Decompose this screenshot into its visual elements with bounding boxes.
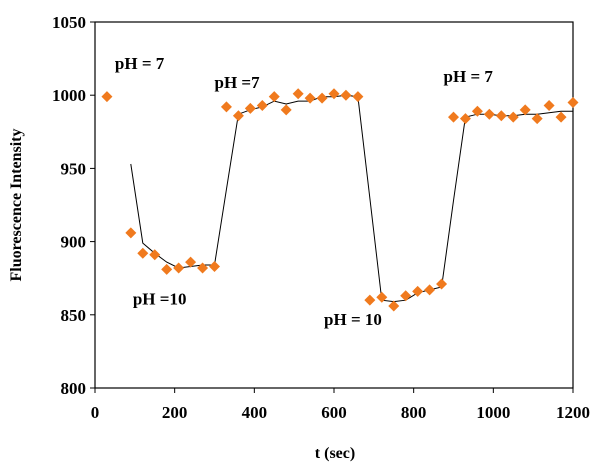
data-point bbox=[173, 262, 185, 274]
data-point bbox=[567, 97, 579, 109]
x-tick-label: 200 bbox=[162, 403, 188, 422]
data-point bbox=[316, 92, 328, 104]
data-point bbox=[471, 105, 483, 117]
data-point bbox=[125, 227, 137, 239]
data-point bbox=[531, 113, 543, 125]
data-point bbox=[197, 262, 209, 274]
data-point bbox=[149, 249, 161, 261]
ph-label: pH =7 bbox=[215, 73, 261, 92]
y-tick-label: 850 bbox=[61, 306, 87, 325]
data-point bbox=[352, 91, 364, 103]
data-point bbox=[268, 91, 280, 103]
data-point bbox=[101, 91, 113, 103]
data-point bbox=[292, 88, 304, 100]
x-tick-label: 400 bbox=[242, 403, 268, 422]
data-point bbox=[483, 108, 495, 120]
data-point bbox=[400, 290, 412, 302]
data-point bbox=[244, 102, 256, 114]
data-point bbox=[256, 99, 268, 111]
trend-line bbox=[130, 94, 573, 303]
y-tick-label: 1000 bbox=[52, 86, 86, 105]
data-point bbox=[220, 101, 232, 113]
data-point bbox=[459, 113, 471, 125]
data-point bbox=[185, 256, 197, 268]
ph-label: pH = 10 bbox=[324, 310, 382, 329]
x-axis-label: t (sec) bbox=[315, 445, 355, 462]
data-points bbox=[101, 88, 579, 312]
fitted-line bbox=[130, 94, 573, 303]
plot-border bbox=[94, 21, 574, 389]
data-point bbox=[507, 111, 519, 123]
x-axis: 0 200 400 600 800 1000 1200 bbox=[91, 388, 590, 422]
data-point bbox=[209, 260, 220, 272]
ph-label: pH = 7 bbox=[115, 54, 165, 73]
data-point bbox=[495, 110, 507, 122]
ph-label: pH = 7 bbox=[444, 67, 494, 86]
ph-annotations: pH = 7 pH =10 pH =7 pH = 10 pH = 7 bbox=[115, 54, 493, 329]
data-point bbox=[280, 104, 292, 116]
data-point bbox=[376, 291, 388, 303]
data-point bbox=[364, 294, 376, 306]
data-point bbox=[448, 111, 459, 123]
data-point bbox=[328, 88, 340, 100]
data-point bbox=[543, 99, 555, 111]
x-tick-label: 1000 bbox=[476, 403, 510, 422]
data-point bbox=[412, 285, 424, 297]
data-point bbox=[161, 263, 173, 275]
data-point bbox=[137, 247, 149, 259]
data-point bbox=[555, 111, 567, 123]
ph-label: pH =10 bbox=[133, 290, 187, 309]
y-tick-label: 800 bbox=[61, 379, 87, 398]
y-tick-label: 900 bbox=[61, 233, 87, 252]
data-point bbox=[424, 284, 436, 296]
data-point bbox=[304, 92, 316, 104]
y-tick-label: 1050 bbox=[52, 13, 86, 32]
x-tick-label: 600 bbox=[321, 403, 347, 422]
data-point bbox=[232, 110, 244, 122]
x-tick-label: 1200 bbox=[556, 403, 590, 422]
plot-area bbox=[94, 21, 574, 389]
x-tick-label: 0 bbox=[91, 403, 100, 422]
y-axis: 800 850 900 950 1000 1050 bbox=[52, 13, 95, 398]
data-point bbox=[388, 300, 400, 312]
data-point bbox=[436, 278, 448, 290]
data-point bbox=[519, 104, 531, 116]
y-tick-label: 950 bbox=[61, 159, 87, 178]
data-point bbox=[340, 89, 352, 101]
y-axis-label: Fluorescence Intensity bbox=[8, 128, 25, 281]
x-tick-label: 800 bbox=[401, 403, 427, 422]
